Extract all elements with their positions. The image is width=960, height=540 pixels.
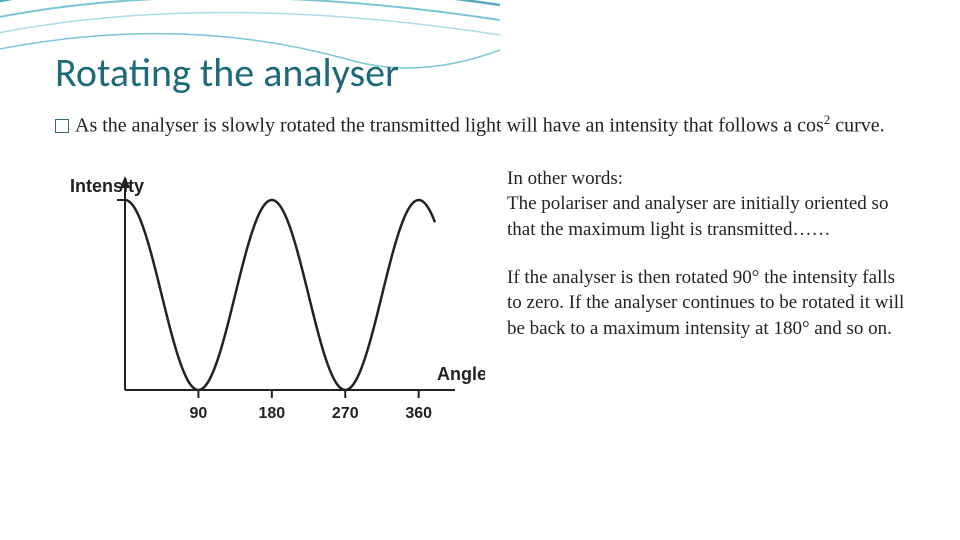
svg-text:360: 360 (405, 405, 432, 422)
side-paragraph-1: In other words:The polariser and analyse… (507, 166, 905, 243)
slide-content: Rotating the analyser As the analyser is… (0, 0, 960, 470)
lower-row: 90 180 270 360 Intensity Angle In other words… (55, 160, 905, 450)
svg-text:Angle: Angle (437, 364, 485, 384)
svg-text:180: 180 (258, 405, 285, 422)
bullet-square-icon (55, 119, 69, 133)
side-text-block: In other words:The polariser and analyse… (507, 160, 905, 364)
svg-text:Intensity: Intensity (70, 176, 144, 196)
intro-text-main: As the analyser is slowly rotated the tr… (75, 115, 824, 137)
slide-title: Rotating the analyser (55, 48, 905, 97)
intro-text-tail: curve. (830, 115, 884, 137)
svg-text:90: 90 (190, 405, 208, 422)
svg-text:270: 270 (332, 405, 359, 422)
intensity-chart: 90 180 270 360 Intensity Angle (55, 160, 485, 450)
side-paragraph-2: If the analyser is then rotated 90° the … (507, 265, 905, 342)
intro-paragraph: As the analyser is slowly rotated the tr… (55, 111, 905, 140)
